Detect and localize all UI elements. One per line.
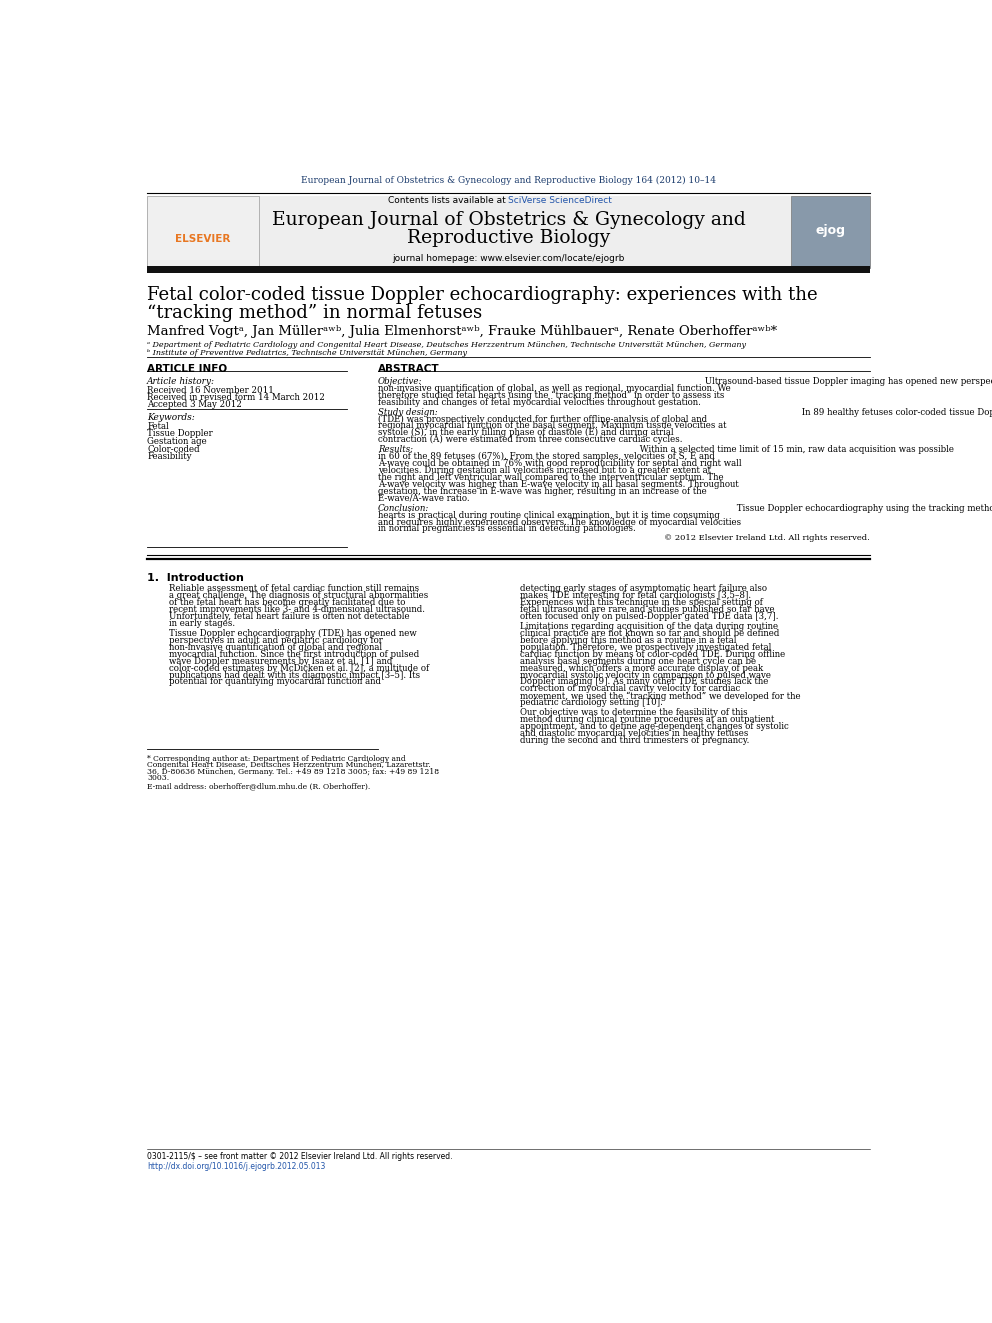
Text: ABSTRACT: ABSTRACT xyxy=(378,364,439,373)
Text: ᵃ Department of Pediatric Cardiology and Congenital Heart Disease, Deutsches Her: ᵃ Department of Pediatric Cardiology and… xyxy=(147,341,746,349)
Text: 3003.: 3003. xyxy=(147,774,170,782)
Text: cardiac function by means of color-coded TDE. During offline: cardiac function by means of color-coded… xyxy=(520,650,786,659)
Text: Color-coded: Color-coded xyxy=(147,445,199,454)
Text: (TDE) was prospectively conducted for further offline-analysis of global and: (TDE) was prospectively conducted for fu… xyxy=(378,414,707,423)
Text: velocities. During gestation all velocities increased but to a greater extent at: velocities. During gestation all velocit… xyxy=(378,466,710,475)
Text: * Corresponding author at: Department of Pediatric Cardiology and: * Corresponding author at: Department of… xyxy=(147,755,406,763)
Text: regional myocardial function of the basal segment. Maximum tissue velocities at: regional myocardial function of the basa… xyxy=(378,422,726,430)
Text: perspectives in adult and pediatric cardiology for: perspectives in adult and pediatric card… xyxy=(169,636,383,644)
Text: In 89 healthy fetuses color-coded tissue Doppler echocardiography: In 89 healthy fetuses color-coded tissue… xyxy=(800,407,992,417)
Text: http://dx.doi.org/10.1016/j.ejogrb.2012.05.013: http://dx.doi.org/10.1016/j.ejogrb.2012.… xyxy=(147,1162,325,1171)
Bar xyxy=(147,196,870,267)
Text: Fetal color-coded tissue Doppler echocardiography: experiences with the: Fetal color-coded tissue Doppler echocar… xyxy=(147,286,817,304)
Text: non-invasive quantification of global and regional: non-invasive quantification of global an… xyxy=(169,643,382,652)
Text: detecting early stages of asymptomatic heart failure also: detecting early stages of asymptomatic h… xyxy=(520,585,767,594)
Text: myocardial function. Since the first introduction of pulsed: myocardial function. Since the first int… xyxy=(169,650,419,659)
Text: and requires highly experienced observers. The knowledge of myocardial velocitie: and requires highly experienced observer… xyxy=(378,517,741,527)
Text: population. Therefore, we prospectively investigated fetal: population. Therefore, we prospectively … xyxy=(520,643,772,652)
Text: often focused only on pulsed-Doppler gated TDE data [3,7].: often focused only on pulsed-Doppler gat… xyxy=(520,613,779,620)
Text: and diastolic myocardial velocities in healthy fetuses: and diastolic myocardial velocities in h… xyxy=(520,729,748,738)
Text: Ultrasound-based tissue Doppler imaging has opened new perspectives for: Ultrasound-based tissue Doppler imaging … xyxy=(701,377,992,386)
Text: fetal ultrasound are rare and studies published so far have: fetal ultrasound are rare and studies pu… xyxy=(520,605,775,614)
Text: appointment, and to define age-dependent changes of systolic: appointment, and to define age-dependent… xyxy=(520,722,789,732)
Text: ELSEVIER: ELSEVIER xyxy=(176,234,231,245)
Text: Objective:: Objective: xyxy=(378,377,422,386)
Text: E-wave/A-wave ratio.: E-wave/A-wave ratio. xyxy=(378,493,469,503)
Text: color-coded estimates by McDicken et al. [2], a multitude of: color-coded estimates by McDicken et al.… xyxy=(169,664,429,672)
Text: wave Doppler measurements by Isaaz et al. [1] and: wave Doppler measurements by Isaaz et al… xyxy=(169,656,392,665)
Text: Experiences with this technique in the special setting of: Experiences with this technique in the s… xyxy=(520,598,763,607)
Text: “tracking method” in normal fetuses: “tracking method” in normal fetuses xyxy=(147,304,482,323)
Text: correction of myocardial cavity velocity for cardiac: correction of myocardial cavity velocity… xyxy=(520,684,740,693)
Text: European Journal of Obstetrics & Gynecology and Reproductive Biology 164 (2012) : European Journal of Obstetrics & Gynecol… xyxy=(301,176,716,185)
Text: Gestation age: Gestation age xyxy=(147,437,206,446)
Text: recent improvements like 3- and 4-dimensional ultrasound.: recent improvements like 3- and 4-dimens… xyxy=(169,605,425,614)
Text: a great challenge. The diagnosis of structural abnormalities: a great challenge. The diagnosis of stru… xyxy=(169,591,428,601)
Text: journal homepage: www.elsevier.com/locate/ejogrb: journal homepage: www.elsevier.com/locat… xyxy=(392,254,625,262)
Bar xyxy=(147,266,870,273)
Text: gestation, the increase in E-wave was higher, resulting in an increase of the: gestation, the increase in E-wave was hi… xyxy=(378,487,706,496)
Text: Conclusion:: Conclusion: xyxy=(378,504,429,513)
Text: movement, we used the “tracking method” we developed for the: movement, we used the “tracking method” … xyxy=(520,692,801,701)
Text: A-wave velocity was higher than E-wave velocity in all basal segments. Throughou: A-wave velocity was higher than E-wave v… xyxy=(378,480,738,490)
Text: Received 16 November 2011: Received 16 November 2011 xyxy=(147,386,274,396)
Text: clinical practice are not known so far and should be defined: clinical practice are not known so far a… xyxy=(520,628,780,638)
Text: SciVerse ScienceDirect: SciVerse ScienceDirect xyxy=(509,196,612,205)
Text: in 60 of the 89 fetuses (67%). From the stored samples, velocities of S, E and: in 60 of the 89 fetuses (67%). From the … xyxy=(378,452,714,462)
Text: Contents lists available at: Contents lists available at xyxy=(388,196,509,205)
Text: hearts is practical during routine clinical examination, but it is time consumin: hearts is practical during routine clini… xyxy=(378,511,719,520)
Text: 1.  Introduction: 1. Introduction xyxy=(147,573,244,583)
Text: Reproductive Biology: Reproductive Biology xyxy=(407,229,610,247)
Text: Results:: Results: xyxy=(378,446,413,454)
Text: analysis basal segments during one heart cycle can be: analysis basal segments during one heart… xyxy=(520,656,756,665)
Text: European Journal of Obstetrics & Gynecology and: European Journal of Obstetrics & Gynecol… xyxy=(272,210,745,229)
Text: publications had dealt with its diagnostic impact [3–5]. Its: publications had dealt with its diagnost… xyxy=(169,671,420,680)
Text: method during clinical routine procedures at an outpatient: method during clinical routine procedure… xyxy=(520,716,775,724)
Text: therefore studied fetal hearts using the “tracking method” in order to assess it: therefore studied fetal hearts using the… xyxy=(378,390,724,400)
Text: Tissue Doppler: Tissue Doppler xyxy=(147,429,213,438)
Text: pediatric cardiology setting [10].: pediatric cardiology setting [10]. xyxy=(520,699,663,708)
Text: Within a selected time limit of 15 min, raw data acquisition was possible: Within a selected time limit of 15 min, … xyxy=(637,446,954,454)
Text: 36, D-80636 München, Germany. Tel.: +49 89 1218 3005; fax: +49 89 1218: 36, D-80636 München, Germany. Tel.: +49 … xyxy=(147,767,439,775)
Text: Study design:: Study design: xyxy=(378,407,437,417)
Text: Unfortunately, fetal heart failure is often not detectable: Unfortunately, fetal heart failure is of… xyxy=(169,613,410,620)
Text: ARTICLE INFO: ARTICLE INFO xyxy=(147,364,227,373)
Text: makes TDE interesting for fetal cardiologists [3,5–8].: makes TDE interesting for fetal cardiolo… xyxy=(520,591,751,601)
Text: Fetal: Fetal xyxy=(147,422,169,430)
Text: myocardial systolic velocity in comparison to pulsed wave: myocardial systolic velocity in comparis… xyxy=(520,671,771,680)
Text: 0301-2115/$ – see front matter © 2012 Elsevier Ireland Ltd. All rights reserved.: 0301-2115/$ – see front matter © 2012 El… xyxy=(147,1152,452,1162)
Text: Tissue Doppler echocardiography (TDE) has opened new: Tissue Doppler echocardiography (TDE) ha… xyxy=(169,628,417,638)
Text: systole (S), in the early filling phase of diastole (E) and during atrial: systole (S), in the early filling phase … xyxy=(378,429,674,438)
Text: ejog: ejog xyxy=(815,224,845,237)
Text: Feasibility: Feasibility xyxy=(147,452,191,462)
Text: the right and left ventricular wall compared to the interventricular septum. The: the right and left ventricular wall comp… xyxy=(378,472,723,482)
Text: before applying this method as a routine in a fetal: before applying this method as a routine… xyxy=(520,636,736,644)
Text: Keywords:: Keywords: xyxy=(147,413,194,422)
Text: non-invasive quantification of global, as well as regional, myocardial function.: non-invasive quantification of global, a… xyxy=(378,384,730,393)
Bar xyxy=(792,196,870,267)
Text: Tissue Doppler echocardiography using the tracking method in fetal: Tissue Doppler echocardiography using th… xyxy=(734,504,992,513)
Text: of the fetal heart has become greatly facilitated due to: of the fetal heart has become greatly fa… xyxy=(169,598,405,607)
Text: E-mail address: oberhoffer@dlum.mhu.de (R. Oberhoffer).: E-mail address: oberhoffer@dlum.mhu.de (… xyxy=(147,782,370,790)
Text: potential for quantifying myocardial function and: potential for quantifying myocardial fun… xyxy=(169,677,381,687)
Text: feasibility and changes of fetal myocardial velocities throughout gestation.: feasibility and changes of fetal myocard… xyxy=(378,397,700,406)
Text: Accepted 3 May 2012: Accepted 3 May 2012 xyxy=(147,400,242,409)
Text: contraction (A) were estimated from three consecutive cardiac cycles.: contraction (A) were estimated from thre… xyxy=(378,435,682,445)
Text: © 2012 Elsevier Ireland Ltd. All rights reserved.: © 2012 Elsevier Ireland Ltd. All rights … xyxy=(664,534,870,542)
Text: Our objective was to determine the feasibility of this: Our objective was to determine the feasi… xyxy=(520,708,748,717)
Text: in early stages.: in early stages. xyxy=(169,619,235,628)
Text: ᵇ Institute of Preventive Pediatrics, Technische Universität München, Germany: ᵇ Institute of Preventive Pediatrics, Te… xyxy=(147,349,467,357)
Text: measured, which offers a more accurate display of peak: measured, which offers a more accurate d… xyxy=(520,664,763,672)
Text: Reliable assessment of fetal cardiac function still remains: Reliable assessment of fetal cardiac fun… xyxy=(169,585,419,594)
Text: Doppler imaging [9]. As many other TDE studies lack the: Doppler imaging [9]. As many other TDE s… xyxy=(520,677,769,687)
Text: Congenital Heart Disease, Deutsches Herzzentrum München, Lazarettstr.: Congenital Heart Disease, Deutsches Herz… xyxy=(147,762,431,770)
Text: Manfred Vogtᵃ, Jan Müllerᵃʷᵇ, Julia Elmenhorstᵃʷᵇ, Frauke Mühlbauerᵃ, Renate Obe: Manfred Vogtᵃ, Jan Müllerᵃʷᵇ, Julia Elme… xyxy=(147,325,777,337)
Text: during the second and third trimesters of pregnancy.: during the second and third trimesters o… xyxy=(520,736,749,745)
Text: Limitations regarding acquisition of the data during routine: Limitations regarding acquisition of the… xyxy=(520,622,778,631)
Text: Received in revised form 14 March 2012: Received in revised form 14 March 2012 xyxy=(147,393,325,402)
Text: A-wave could be obtained in 76% with good reproducibility for septal and right w: A-wave could be obtained in 76% with goo… xyxy=(378,459,741,468)
Bar xyxy=(147,196,259,267)
Text: Article history:: Article history: xyxy=(147,377,215,386)
Text: in normal pregnancies is essential in detecting pathologies.: in normal pregnancies is essential in de… xyxy=(378,524,636,533)
